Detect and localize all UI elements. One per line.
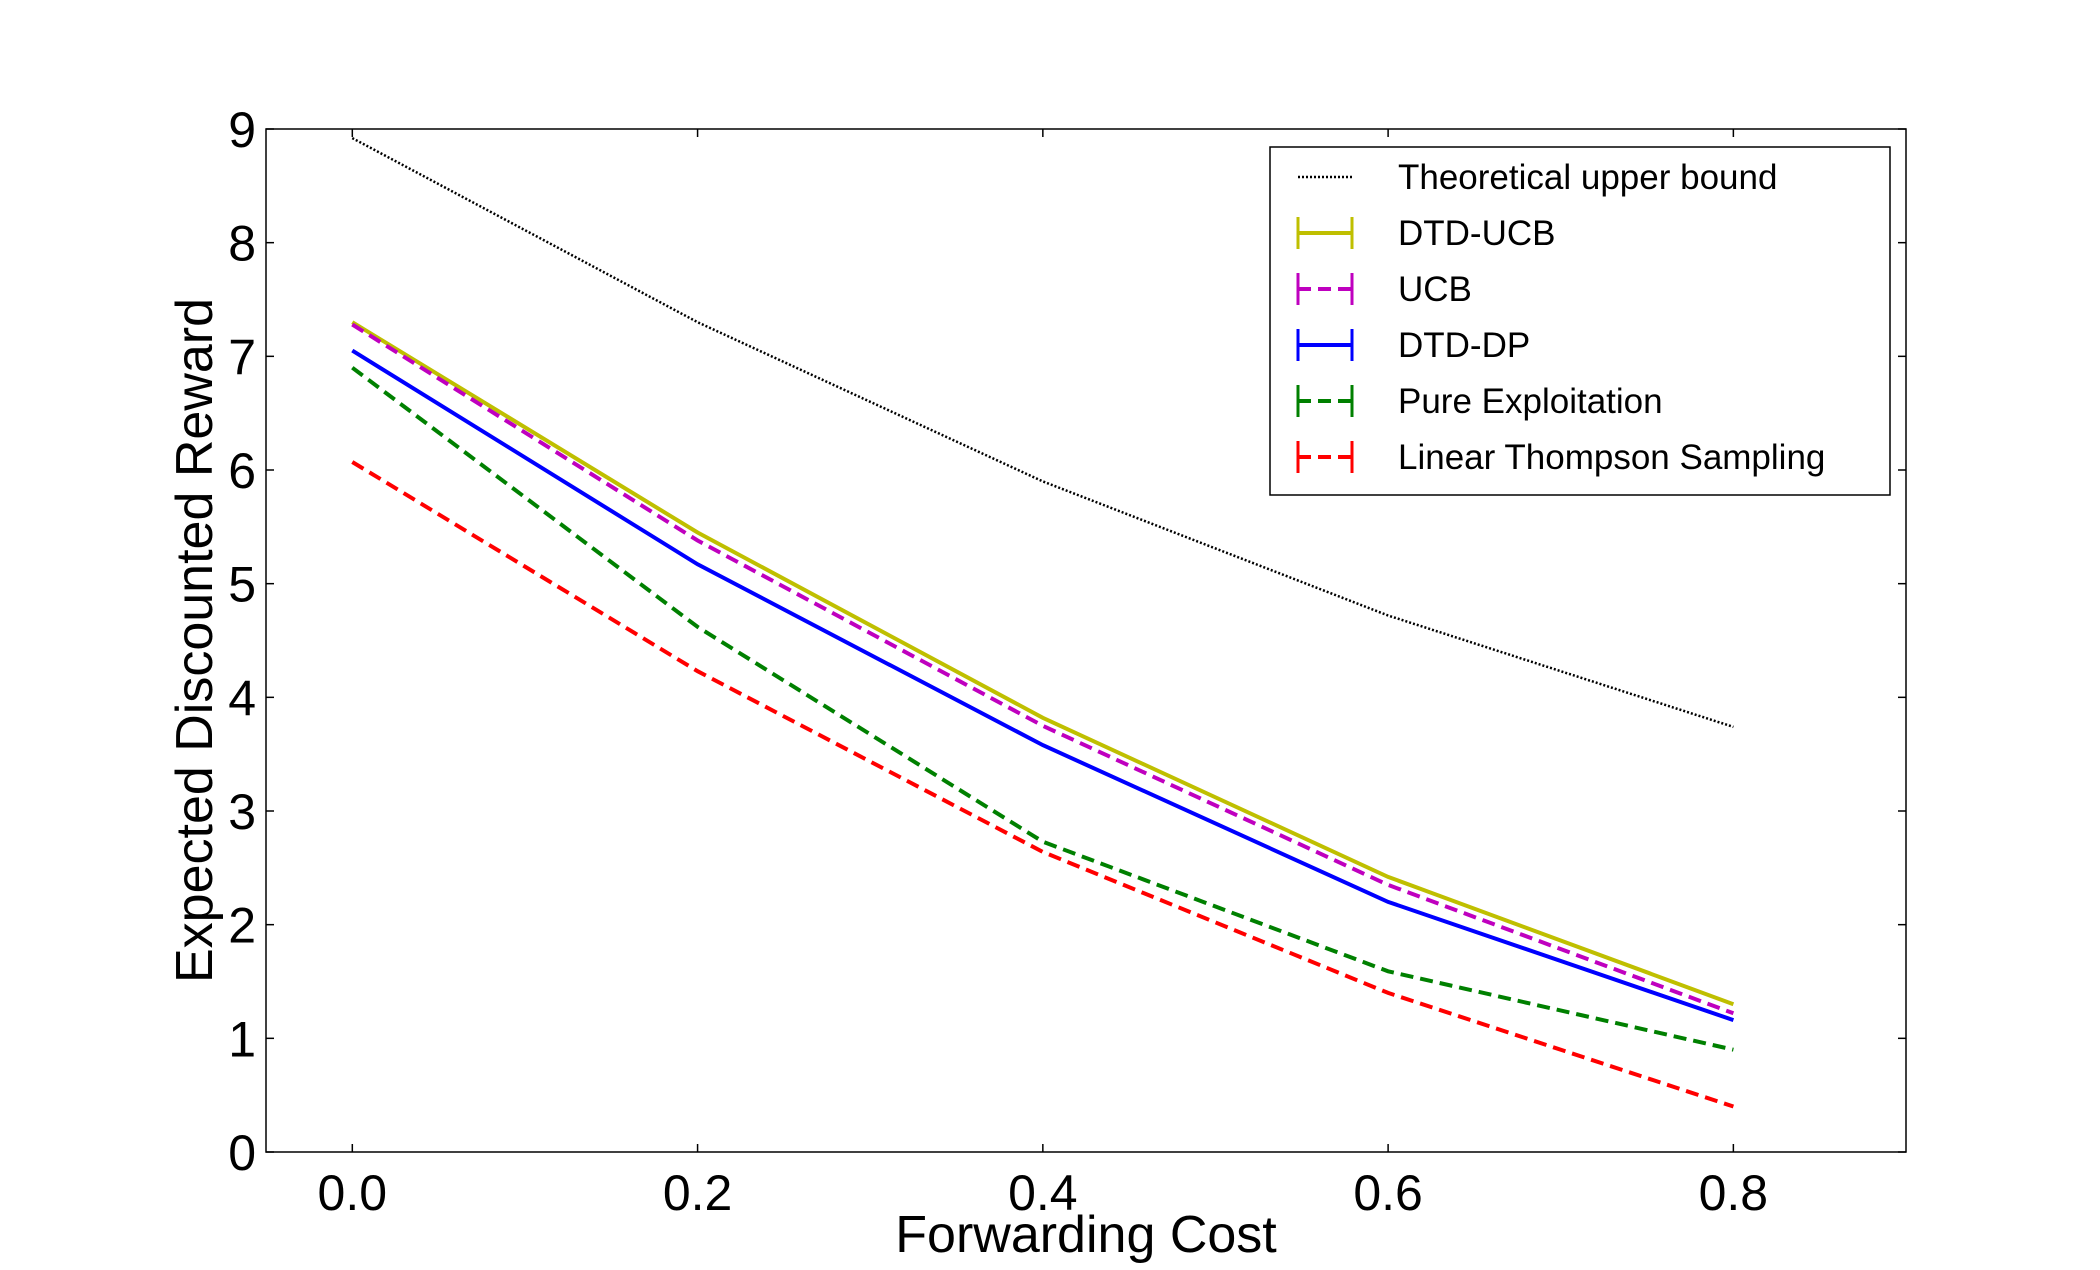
x-tick-label: 0.6 <box>1353 1165 1423 1221</box>
y-axis-title: Expected Discounted Reward <box>166 298 224 983</box>
x-tick-label: 0.4 <box>1008 1165 1078 1221</box>
y-tick-label: 8 <box>228 216 256 272</box>
legend-label: UCB <box>1398 270 1472 309</box>
legend-box <box>1269 146 1891 496</box>
y-tick-label: 6 <box>228 443 256 499</box>
y-tick-label: 1 <box>228 1011 256 1067</box>
y-tick-label: 0 <box>228 1125 256 1181</box>
y-tick-label: 4 <box>228 670 256 726</box>
legend-label: Linear Thompson Sampling <box>1398 438 1825 477</box>
y-tick-label: 7 <box>228 329 256 385</box>
series-line-2 <box>351 322 1735 1016</box>
y-tick-label: 2 <box>228 898 256 954</box>
legend-label: DTD-UCB <box>1398 214 1555 253</box>
series-line-3 <box>351 348 1735 1022</box>
y-tick-label: 3 <box>228 784 256 840</box>
legend-label: Theoretical upper bound <box>1398 158 1777 197</box>
legend: Theoretical upper bound DTD-UCB UCB DTD-DP P… <box>1269 146 1891 496</box>
series-line-0 <box>351 136 1734 729</box>
series-line-1 <box>351 320 1735 1007</box>
y-tick-label: 9 <box>228 102 256 158</box>
legend-label: Pure Exploitation <box>1398 382 1663 421</box>
x-tick-label: 0.0 <box>318 1165 388 1221</box>
plot-lines <box>351 136 1735 1109</box>
series-line-5 <box>351 460 1735 1109</box>
plot-frame <box>265 128 1907 1153</box>
x-axis-title: Forwarding Cost <box>895 1206 1277 1264</box>
legend-label: DTD-DP <box>1398 326 1530 365</box>
y-tick-label: 5 <box>228 557 256 613</box>
axes: 0.0 0.2 0.4 0.6 0.8 0 1 2 3 4 5 6 7 8 9 <box>228 102 1907 1221</box>
x-tick-label: 0.8 <box>1699 1165 1769 1221</box>
x-tick-label: 0.2 <box>663 1165 733 1221</box>
series-line-4 <box>351 366 1734 1052</box>
